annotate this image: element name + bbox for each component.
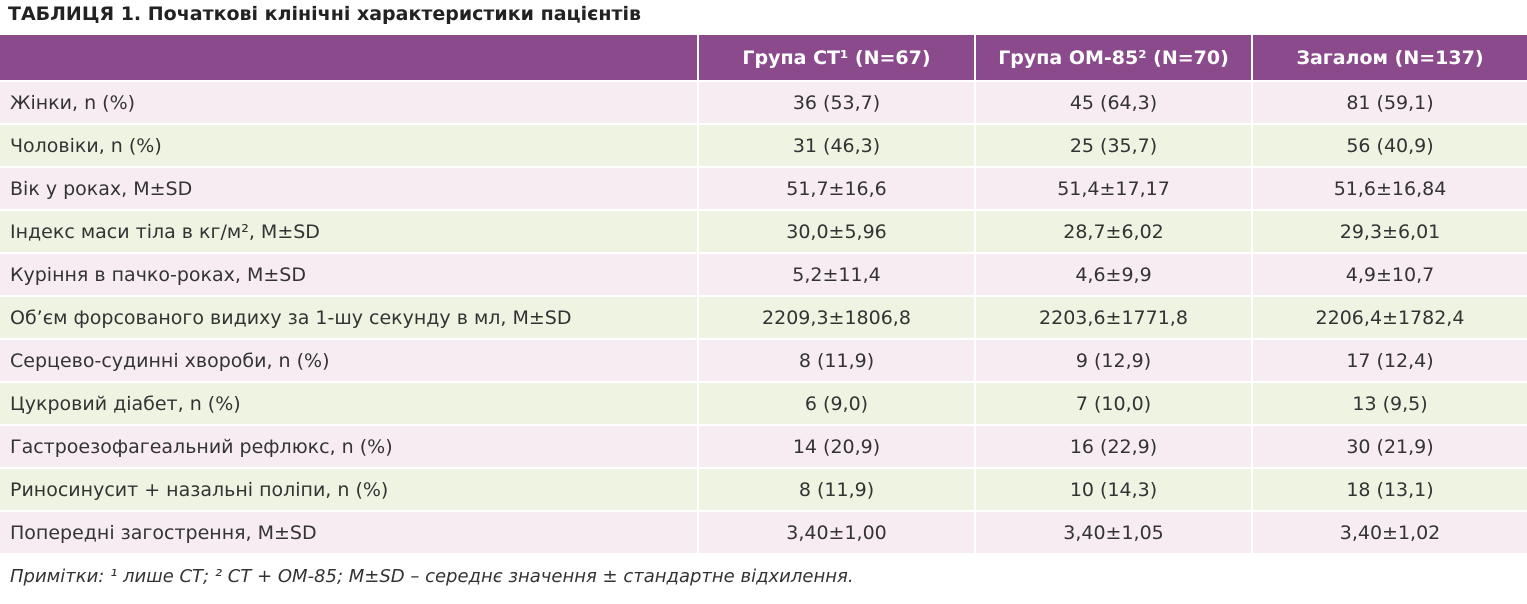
value-cell: 9 (12,9) (974, 338, 1252, 382)
value-cell: 30 (21,9) (1251, 424, 1527, 468)
header-cell: Група СТ¹ (N=67) (697, 35, 975, 81)
header-row: Група СТ¹ (N=67) Група ОМ-85² (N=70) Загал… (0, 35, 1527, 81)
value-cell: 3,40±1,00 (697, 510, 975, 553)
table-row: Індекс маси тіла в кг/м², M±SD 30,0±5,96 2… (0, 209, 1527, 253)
table-row: Вік у роках, M±SD 51,7±16,6 51,4±17,17 51,6… (0, 166, 1527, 210)
value-cell: 31 (46,3) (697, 123, 975, 167)
value-cell: 56 (40,9) (1251, 123, 1527, 167)
row-label: Чоловіки, n (%) (0, 123, 698, 167)
table-row: Чоловіки, n (%) 31 (46,3) 25 (35,7) 56 (40,… (0, 123, 1527, 167)
value-cell: 17 (12,4) (1251, 338, 1527, 382)
value-cell: 51,7±16,6 (697, 166, 975, 210)
table-row: Попередні загострення, M±SD 3,40±1,00 3,40… (0, 510, 1527, 553)
header-cell: Група ОМ-85² (N=70) (974, 35, 1252, 81)
value-cell: 16 (22,9) (974, 424, 1252, 468)
footnote: Примітки: ¹ лише СТ; ² СТ + ОМ-85; M±SD … (10, 566, 854, 587)
value-cell: 4,9±10,7 (1251, 252, 1527, 296)
value-cell: 81 (59,1) (1251, 80, 1527, 124)
row-label: Куріння в пачко-роках, M±SD (0, 252, 698, 296)
value-cell: 3,40±1,02 (1251, 510, 1527, 553)
header-cell (0, 35, 698, 81)
row-label: Гастроезофагеальний рефлюкс, n (%) (0, 424, 698, 468)
value-cell: 8 (11,9) (697, 467, 975, 511)
header-cell: Загалом (N=137) (1251, 35, 1527, 81)
value-cell: 51,6±16,84 (1251, 166, 1527, 210)
row-label: Цукровий діабет, n (%) (0, 381, 698, 425)
value-cell: 25 (35,7) (974, 123, 1252, 167)
row-label: Індекс маси тіла в кг/м², M±SD (0, 209, 698, 253)
row-label: Попередні загострення, M±SD (0, 510, 698, 553)
table-row: Цукровий діабет, n (%) 6 (9,0) 7 (10,0) 13 … (0, 381, 1527, 425)
value-cell: 2206,4±1782,4 (1251, 295, 1527, 339)
value-cell: 6 (9,0) (697, 381, 975, 425)
value-cell: 3,40±1,05 (974, 510, 1252, 553)
value-cell: 14 (20,9) (697, 424, 975, 468)
value-cell: 4,6±9,9 (974, 252, 1252, 296)
table-row: Риносинусит + назальні поліпи, n (%) 8 (1… (0, 467, 1527, 511)
value-cell: 30,0±5,96 (697, 209, 975, 253)
row-label: Жінки, n (%) (0, 80, 698, 124)
value-cell: 2203,6±1771,8 (974, 295, 1252, 339)
value-cell: 18 (13,1) (1251, 467, 1527, 511)
row-label: Риносинусит + назальні поліпи, n (%) (0, 467, 698, 511)
value-cell: 45 (64,3) (974, 80, 1252, 124)
value-cell: 10 (14,3) (974, 467, 1252, 511)
value-cell: 8 (11,9) (697, 338, 975, 382)
table-body: Жінки, n (%) 36 (53,7) 45 (64,3) 81 (59,1) Ч… (0, 80, 1527, 553)
table-row: Гастроезофагеальний рефлюкс, n (%) 14 (20… (0, 424, 1527, 468)
table-row: Об’єм форсованого видиху за 1-шу секунду… (0, 295, 1527, 339)
table-row: Куріння в пачко-роках, M±SD 5,2±11,4 4,6±9… (0, 252, 1527, 296)
row-label: Серцево-судинні хвороби, n (%) (0, 338, 698, 382)
table-title: ТАБЛИЦЯ 1. Початкові клінічні характерис… (8, 3, 642, 25)
row-label: Об’єм форсованого видиху за 1-шу секунду… (0, 295, 698, 339)
value-cell: 28,7±6,02 (974, 209, 1252, 253)
row-label: Вік у роках, M±SD (0, 166, 698, 210)
value-cell: 51,4±17,17 (974, 166, 1252, 210)
value-cell: 29,3±6,01 (1251, 209, 1527, 253)
value-cell: 2209,3±1806,8 (697, 295, 975, 339)
table-row: Жінки, n (%) 36 (53,7) 45 (64,3) 81 (59,1) (0, 80, 1527, 124)
value-cell: 5,2±11,4 (697, 252, 975, 296)
table: Група СТ¹ (N=67) Група ОМ-85² (N=70) Загал… (0, 35, 1527, 553)
value-cell: 7 (10,0) (974, 381, 1252, 425)
value-cell: 36 (53,7) (697, 80, 975, 124)
value-cell: 13 (9,5) (1251, 381, 1527, 425)
table-row: Серцево-судинні хвороби, n (%) 8 (11,9) 9 … (0, 338, 1527, 382)
